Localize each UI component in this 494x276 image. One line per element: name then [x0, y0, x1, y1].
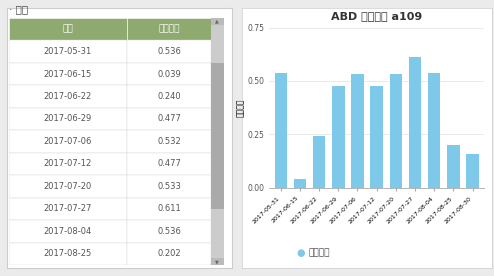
- Bar: [9, 40, 127, 63]
- Text: 0.477: 0.477: [157, 115, 181, 123]
- Text: 2017-08-25: 2017-08-25: [44, 249, 92, 258]
- Bar: [9, 18, 127, 40]
- Bar: [127, 175, 211, 198]
- Text: 식생지수: 식생지수: [309, 248, 330, 257]
- Text: 닫기: 닫기: [450, 248, 462, 258]
- Text: 식생지수: 식생지수: [158, 25, 180, 34]
- Bar: [127, 153, 211, 175]
- Text: 0.477: 0.477: [157, 160, 181, 168]
- Bar: [127, 40, 211, 63]
- Bar: [351, 74, 364, 188]
- Bar: [447, 145, 459, 188]
- Bar: [428, 73, 441, 188]
- Title: ABD 식생지수 a109: ABD 식생지수 a109: [331, 11, 422, 21]
- Bar: [9, 243, 127, 265]
- Text: · 통계: · 통계: [9, 4, 28, 14]
- Bar: [466, 154, 479, 188]
- Bar: [313, 136, 326, 188]
- Bar: [127, 18, 211, 40]
- Bar: [9, 85, 127, 108]
- Bar: [9, 175, 127, 198]
- Bar: [275, 73, 287, 188]
- Text: ▲: ▲: [215, 19, 219, 24]
- Bar: [127, 130, 211, 153]
- Text: 2017-06-29: 2017-06-29: [44, 115, 92, 123]
- Text: 2017-08-04: 2017-08-04: [44, 227, 92, 236]
- Text: 날짜: 날짜: [63, 25, 74, 34]
- Bar: [127, 220, 211, 243]
- Bar: [211, 63, 224, 209]
- Bar: [127, 198, 211, 220]
- Text: 0.039: 0.039: [157, 70, 181, 79]
- Bar: [211, 18, 224, 25]
- Text: 0.536: 0.536: [157, 47, 181, 56]
- Text: ●: ●: [296, 248, 305, 258]
- Bar: [390, 74, 402, 188]
- Bar: [211, 18, 224, 265]
- Text: 2017-07-27: 2017-07-27: [44, 204, 92, 213]
- Bar: [127, 63, 211, 85]
- Text: 0.240: 0.240: [157, 92, 181, 101]
- Bar: [9, 220, 127, 243]
- Text: 0.532: 0.532: [157, 137, 181, 146]
- Bar: [127, 85, 211, 108]
- Bar: [9, 198, 127, 220]
- Bar: [127, 243, 211, 265]
- Text: 2017-05-31: 2017-05-31: [44, 47, 92, 56]
- Bar: [294, 179, 306, 188]
- Bar: [9, 130, 127, 153]
- Text: 0.202: 0.202: [157, 249, 181, 258]
- Bar: [9, 108, 127, 130]
- Bar: [409, 57, 421, 188]
- Bar: [127, 108, 211, 130]
- Bar: [9, 63, 127, 85]
- Text: 2017-07-06: 2017-07-06: [44, 137, 92, 146]
- Text: 2017-06-22: 2017-06-22: [44, 92, 92, 101]
- Text: 0.533: 0.533: [157, 182, 181, 191]
- Text: ▼: ▼: [215, 259, 219, 264]
- Text: 0.611: 0.611: [157, 204, 181, 213]
- Bar: [370, 86, 383, 188]
- Text: 2017-07-20: 2017-07-20: [44, 182, 92, 191]
- Bar: [332, 86, 344, 188]
- Text: 0.536: 0.536: [157, 227, 181, 236]
- Text: 2017-06-15: 2017-06-15: [44, 70, 92, 79]
- Y-axis label: 식생지수: 식생지수: [236, 98, 245, 117]
- Bar: [9, 153, 127, 175]
- Text: 2017-07-12: 2017-07-12: [44, 160, 92, 168]
- Bar: [211, 258, 224, 265]
